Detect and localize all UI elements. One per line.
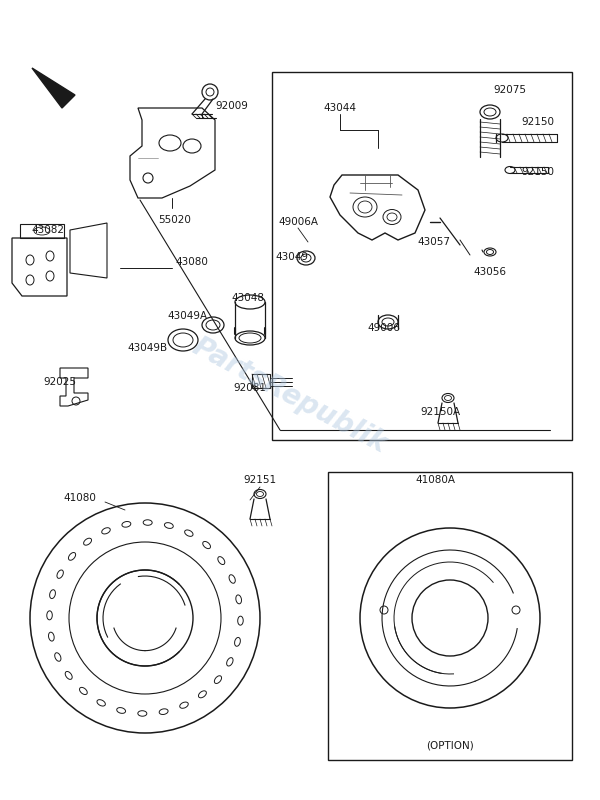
Text: 43056: 43056: [473, 267, 506, 277]
Text: 43082: 43082: [32, 225, 65, 235]
Text: 43049: 43049: [275, 252, 308, 262]
Text: 92075: 92075: [493, 85, 527, 95]
Text: 41080: 41080: [64, 493, 97, 503]
Text: 92150A: 92150A: [420, 407, 460, 417]
Text: 92081: 92081: [233, 383, 266, 393]
Text: 92009: 92009: [215, 101, 248, 111]
Text: 92025: 92025: [44, 377, 77, 387]
Text: 49006: 49006: [368, 323, 400, 333]
Text: 43057: 43057: [418, 237, 451, 247]
Text: 43044: 43044: [323, 103, 356, 113]
Text: 43048: 43048: [232, 293, 265, 303]
Text: 92150: 92150: [521, 167, 554, 177]
Polygon shape: [32, 68, 75, 108]
Text: (OPTION): (OPTION): [426, 740, 474, 750]
Text: 43049A: 43049A: [168, 311, 208, 321]
Bar: [272, 72, 572, 440]
Text: 92150: 92150: [521, 117, 554, 127]
Text: 55020: 55020: [158, 215, 191, 225]
Text: 49006A: 49006A: [278, 217, 318, 227]
Bar: [328, 472, 572, 760]
Text: PartsRepublik: PartsRepublik: [188, 332, 392, 458]
Text: 92151: 92151: [244, 475, 277, 485]
Text: 43080: 43080: [176, 257, 208, 267]
Text: 41080A: 41080A: [415, 475, 455, 485]
Text: 43049B: 43049B: [128, 343, 168, 353]
